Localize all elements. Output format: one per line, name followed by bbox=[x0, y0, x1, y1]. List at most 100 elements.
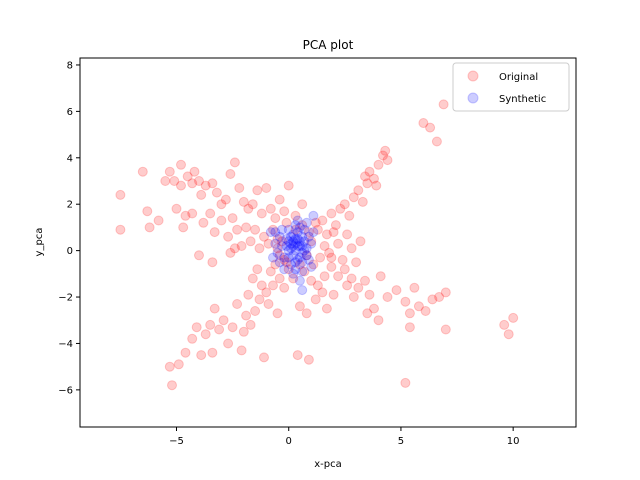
scatter-point-original bbox=[348, 292, 359, 302]
scatter-point-synthetic bbox=[292, 234, 303, 244]
scatter-point-original bbox=[312, 224, 323, 235]
scatter-point-original bbox=[279, 254, 290, 265]
scatter-point-original bbox=[144, 222, 155, 233]
x-tick-label: 0 bbox=[286, 436, 292, 447]
scatter-point-synthetic bbox=[292, 227, 303, 238]
scatter-point-original bbox=[362, 178, 373, 189]
scatter-point-original bbox=[247, 199, 258, 210]
y-tick-label: 8 bbox=[67, 60, 73, 71]
scatter-point-synthetic bbox=[294, 236, 305, 247]
scatter-point-synthetic bbox=[268, 252, 278, 263]
scatter-point-original bbox=[312, 280, 323, 291]
scatter-point-original bbox=[344, 210, 355, 221]
scatter-point-original bbox=[274, 194, 285, 205]
scatter-point-original bbox=[326, 252, 337, 263]
scatter-point-synthetic bbox=[292, 241, 303, 251]
scatter-point-synthetic bbox=[299, 224, 310, 235]
scatter-point-synthetic bbox=[301, 243, 312, 254]
scatter-point-original bbox=[243, 289, 254, 300]
scatter-point-original bbox=[265, 203, 276, 214]
scatter-point-synthetic bbox=[294, 252, 305, 263]
scatter-point-original bbox=[297, 220, 308, 231]
scatter-point-synthetic bbox=[272, 247, 283, 258]
scatter-point-original bbox=[223, 338, 234, 349]
scatter-point-original bbox=[268, 280, 278, 291]
scatter-point-original bbox=[250, 306, 261, 316]
scatter-point-original bbox=[209, 303, 220, 314]
scatter-point-original bbox=[330, 220, 341, 231]
scatter-point-original bbox=[382, 155, 393, 166]
scatter-point-original bbox=[245, 319, 256, 330]
y-tick-label: 0 bbox=[67, 246, 73, 257]
scatter-point-original bbox=[290, 224, 301, 235]
scatter-point-original bbox=[236, 345, 247, 356]
scatter-point-synthetic bbox=[274, 231, 285, 242]
scatter-point-original bbox=[272, 243, 283, 254]
scatter-point-original bbox=[232, 299, 243, 309]
scatter-point-synthetic bbox=[308, 227, 319, 238]
scatter-point-original bbox=[283, 264, 294, 275]
scatter-point-original bbox=[142, 206, 153, 217]
scatter-point-synthetic bbox=[286, 231, 296, 242]
scatter-point-original bbox=[171, 203, 182, 214]
scatter-point-original bbox=[420, 306, 431, 316]
scatter-point-synthetic bbox=[270, 227, 281, 238]
scatter-point-original bbox=[310, 217, 321, 228]
scatter-point-synthetic bbox=[286, 238, 296, 249]
x-tick-label: 5 bbox=[398, 436, 404, 447]
scatter-point-synthetic bbox=[279, 252, 290, 263]
scatter-point-original bbox=[404, 322, 415, 333]
legend-marker-original bbox=[467, 70, 479, 82]
scatter-point-original bbox=[303, 354, 314, 365]
scatter-point-original bbox=[263, 238, 274, 249]
scatter-point-original bbox=[317, 287, 328, 298]
scatter-point-synthetic bbox=[308, 210, 319, 221]
scatter-point-original bbox=[301, 250, 312, 261]
x-tick-label: 10 bbox=[507, 436, 520, 447]
scatter-point-synthetic bbox=[306, 261, 317, 272]
scatter-point-original bbox=[243, 203, 254, 214]
scatter-point-original bbox=[357, 196, 368, 207]
scatter-point-original bbox=[362, 308, 373, 319]
scatter-point-original bbox=[211, 187, 222, 198]
scatter-point-synthetic bbox=[270, 238, 281, 249]
scatter-point-original bbox=[265, 266, 276, 277]
scatter-point-synthetic bbox=[294, 275, 305, 286]
scatter-point-original bbox=[315, 252, 326, 263]
scatter-point-original bbox=[353, 282, 364, 293]
scatter-point-synthetic bbox=[265, 227, 276, 238]
scatter-point-original bbox=[277, 236, 287, 247]
scatter-point-synthetic bbox=[286, 243, 296, 254]
scatter-point-original bbox=[274, 250, 285, 261]
scatter-point-original bbox=[245, 236, 256, 247]
scatter-point-original bbox=[247, 273, 258, 284]
scatter-point-synthetic bbox=[299, 236, 310, 247]
scatter-point-original bbox=[288, 273, 299, 284]
scatter-point-original bbox=[319, 271, 330, 282]
scatter-point-original bbox=[207, 257, 218, 268]
scatter-point-synthetic bbox=[277, 241, 287, 251]
scatter-point-original bbox=[306, 236, 317, 247]
scatter-point-original bbox=[364, 289, 375, 300]
scatter-point-original bbox=[373, 315, 384, 326]
scatter-point-original bbox=[339, 264, 350, 275]
scatter-point-synthetic bbox=[283, 245, 294, 256]
scatter-point-original bbox=[180, 210, 191, 221]
scatter-point-original bbox=[198, 217, 209, 228]
scatter-point-original bbox=[194, 176, 204, 186]
scatter-point-original bbox=[191, 322, 202, 333]
scatter-point-synthetic bbox=[290, 234, 301, 244]
scatter-point-original bbox=[342, 280, 353, 291]
scatter-point-original bbox=[225, 247, 236, 258]
scatter-point-original bbox=[164, 361, 175, 372]
scatter-point-original bbox=[369, 303, 379, 314]
scatter-point-original bbox=[200, 180, 211, 191]
scatter-point-original bbox=[378, 150, 388, 161]
scatter-point-original bbox=[346, 273, 357, 284]
scatter-point-original bbox=[508, 312, 519, 323]
scatter-point-original bbox=[283, 180, 294, 191]
scatter-point-synthetic bbox=[294, 222, 305, 233]
scatter-point-original bbox=[229, 157, 240, 168]
scatter-point-original bbox=[256, 280, 267, 291]
